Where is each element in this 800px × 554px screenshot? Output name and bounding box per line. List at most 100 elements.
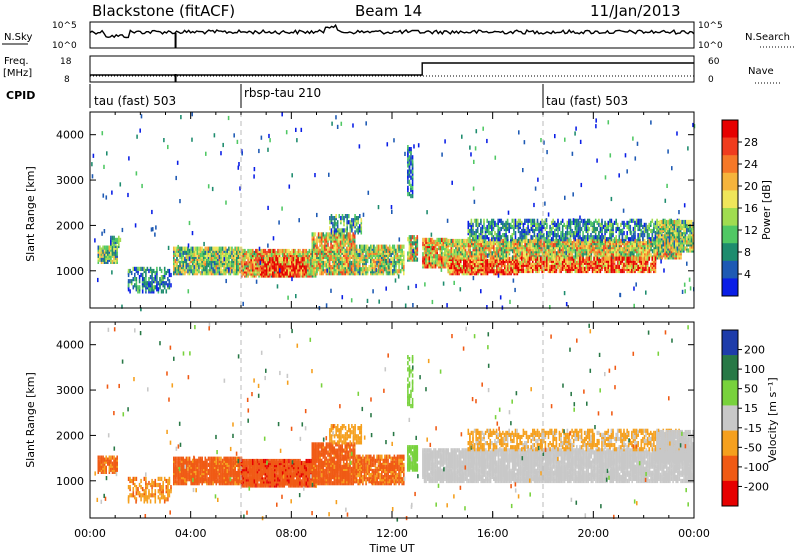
echo-cell [226,256,229,261]
echo-cell [629,247,632,252]
echo-cell [280,257,282,262]
echo-cell [562,241,564,246]
echo-cell [247,261,249,266]
echo-cell [387,271,389,276]
echo-cell [458,247,460,252]
echo-cell [392,256,394,261]
echo-cell [475,231,477,236]
echo-cell [280,263,282,268]
echo-cell [170,283,172,288]
echo-cell [500,263,503,268]
echo-cell [403,256,405,261]
echo-cell [627,256,630,261]
echo-cell [263,253,265,258]
echo-cell [573,255,575,260]
echo-cell [267,248,270,254]
echo-cell [536,233,539,238]
echo-cell [464,253,467,258]
echo-cell [352,242,354,247]
echo-cell [555,241,558,246]
echo-cell [628,241,630,246]
echo-cell [508,256,511,261]
echo-cell [592,238,594,244]
echo-cell [614,241,616,246]
echo-cell [422,246,424,251]
freq-label: Freq. [4,56,29,67]
echo-cell [352,218,355,223]
echo-cell [342,256,345,261]
echo-cell [231,246,233,251]
echo-cell [510,222,512,227]
echo-cell [262,259,265,264]
echo-cell [100,249,103,254]
echo-cell [366,258,369,264]
echo-cell [143,281,146,286]
echo-cell [206,269,208,274]
echo-cell [577,238,580,244]
echo-cell [261,253,263,258]
echo-cell [513,238,515,244]
echo-cell [408,245,411,250]
echo-cell [543,233,545,238]
echo-cell [486,228,488,234]
echo-cell [370,248,372,253]
echo-cell [522,222,525,227]
echo-cell [303,265,306,270]
echo-cell [277,248,279,254]
echo-cell [481,235,484,240]
echo-cell [287,261,290,266]
echo-cell [447,238,449,244]
echo-cell [505,241,508,246]
echo-cell [617,247,619,252]
echo-cell [524,241,526,246]
echo-cell [524,228,526,234]
echo-cell [593,256,595,261]
echo-cell [577,268,580,274]
echo-cell [371,269,374,274]
echo-cell [156,266,158,271]
echo-cell [478,222,481,227]
echo-cell [489,258,492,264]
echo-cell [590,256,592,261]
echo-cell [241,255,243,260]
echo-cell [591,266,594,271]
echo-cell [264,248,267,254]
echo-cell [370,244,372,249]
echo-cell [339,248,342,253]
echo-cell [527,241,530,246]
echo-cell [571,249,574,254]
echo-cell [294,257,296,262]
freq-frame [89,55,695,83]
echo-cell [620,247,622,252]
echo-cell [648,238,651,244]
echo-cell [223,265,225,270]
echo-cell [469,241,471,246]
echo-cell [655,247,657,252]
echo-cell [149,281,152,286]
echo-cell [242,271,245,276]
echo-cell [596,241,599,246]
echo-cell [592,247,594,252]
echo-cell [525,218,528,223]
echo-cell [423,246,426,251]
echo-cell [390,246,392,251]
power-scatter-cells [91,112,696,312]
echo-cell [445,246,448,251]
echo-cell [561,233,564,238]
echo-cell [97,249,100,254]
echo-cell [617,238,619,244]
echo-cell [546,256,548,261]
echo-cell [256,248,259,254]
echo-cell [374,246,377,251]
echo-cell [530,247,533,252]
echo-cell [585,260,588,265]
echo-cell [371,250,374,255]
echo-cell [452,241,454,246]
echo-cell [300,259,303,264]
echo-cell [344,248,347,253]
echo-cell [256,259,259,264]
echo-cell [505,220,507,225]
echo-cell [483,247,486,252]
echo-cell [174,263,177,268]
echo-cell [566,247,569,252]
